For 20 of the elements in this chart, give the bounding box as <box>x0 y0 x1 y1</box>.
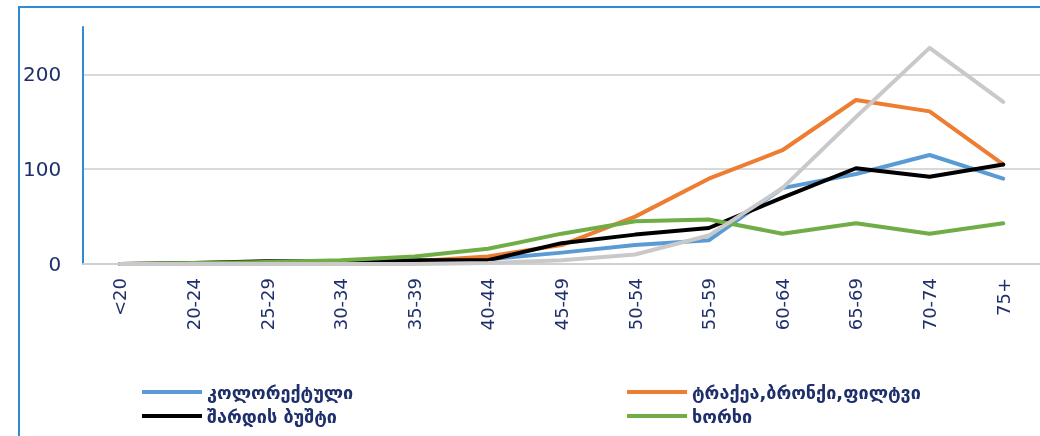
x-tick-label: 55-59 <box>698 278 720 331</box>
x-tick-label: 75+ <box>992 278 1014 316</box>
x-tick-label: 20-24 <box>183 278 205 331</box>
y-tick-label: 200 <box>22 62 62 87</box>
x-tick-label: 70-74 <box>919 278 941 331</box>
x-tick-label: 25-29 <box>256 278 278 331</box>
x-tick-label: 30-34 <box>330 278 352 331</box>
x-tick-label: 35-39 <box>403 278 425 331</box>
legend-label: შარდის ბუშტი <box>207 405 337 427</box>
x-tick-label: 65-69 <box>845 278 867 331</box>
x-tick-label: <20 <box>109 278 131 316</box>
x-tick-label: 40-44 <box>477 278 499 331</box>
legend-label: ტრაქეა,ბრონქი,ფილტვი <box>692 381 921 403</box>
legend-label: კოლორექტული <box>207 381 354 403</box>
x-tick-label: 50-54 <box>624 278 646 331</box>
y-tick-label: 100 <box>22 157 62 182</box>
x-tick-label: 45-49 <box>551 278 573 331</box>
y-tick-label: 0 <box>48 252 62 276</box>
legend-label: ხორხი <box>692 405 753 427</box>
x-tick-label: 60-64 <box>771 278 793 331</box>
